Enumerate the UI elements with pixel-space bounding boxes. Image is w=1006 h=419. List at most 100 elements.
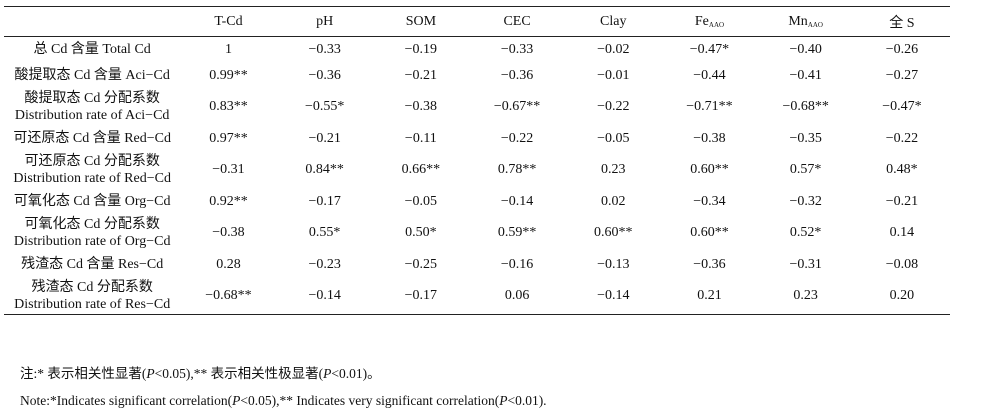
table-cell: −0.47* — [882, 99, 922, 114]
note-en-p-symbol-2: P — [499, 393, 508, 408]
row-label-secondary: Distribution rate of Org−Cd — [13, 234, 171, 249]
table-cell: −0.21 — [404, 67, 438, 83]
table-cell: 0.83** — [209, 99, 248, 114]
note-en-part-a: Note:*Indicates significant correlation( — [20, 393, 233, 408]
row-label: 残渣态 Cd 含量 Res−Cd — [4, 252, 180, 278]
table-row: 残渣态 Cd 分配系数 Distribution rate of Res−Cd −0… — [4, 277, 950, 315]
table-cell: 0.59** — [497, 225, 537, 240]
note-cn-p-symbol: P — [146, 366, 155, 381]
row-label-primary: 总 Cd 含量 Total Cd — [33, 42, 151, 58]
table-row: 可氧化态 Cd 含量 Org−Cd 0.92** −0.17 −0.05 −0.14 0.… — [4, 189, 950, 215]
note-en-part-b: <0.05),** Indicates very significant cor… — [240, 393, 500, 408]
table-cell: −0.67** — [493, 99, 541, 114]
table-cell: −0.33 — [500, 41, 534, 57]
header-label: Clay — [600, 13, 627, 29]
table-cell: −0.44 — [693, 67, 726, 83]
table-cell: 0.21 — [661, 277, 758, 315]
header-cell: CEC — [468, 6, 566, 37]
header-label: SOM — [405, 13, 437, 29]
table-cell: 0.20 — [853, 277, 950, 315]
header-cell: pH — [276, 6, 373, 37]
table-cell: −0.31 — [789, 256, 822, 272]
table-cell: 0.50* — [405, 225, 437, 240]
table-cell: 0.28 — [216, 256, 241, 272]
row-label: 可还原态 Cd 分配系数 Distribution rate of Red−Cd — [4, 152, 180, 189]
header-cell: T-Cd — [180, 6, 277, 37]
header-subscript: AAO — [708, 20, 725, 29]
table-cell: −0.17 — [372, 277, 469, 315]
table-cell: −0.11 — [404, 130, 437, 146]
table-cell: −0.22 — [500, 130, 534, 146]
table-cell: −0.36 — [693, 256, 726, 272]
table-cell: 0.14 — [889, 225, 915, 240]
correlation-table-container: T-Cd pH SOM CEC Clay FeAAO MnAAO 全 S 总 Cd 含量 To… — [4, 6, 950, 315]
table-cell: −0.36 — [500, 67, 534, 83]
header-label: T-Cd — [214, 13, 243, 29]
table-cell: −0.21 — [885, 193, 919, 209]
table-cell: 0.48* — [886, 162, 918, 177]
table-cell: 0.55* — [308, 225, 341, 240]
header-cell: Clay — [565, 6, 662, 37]
table-cell: 1 — [224, 41, 232, 57]
table-cell: −0.01 — [597, 67, 630, 83]
table-cell: −0.22 — [597, 99, 630, 114]
note-cn-part-c: <0.01)。 — [331, 366, 381, 381]
table-body: 总 Cd 含量 Total Cd 1 −0.33 −0.19 −0.33 −0.02 −0.… — [4, 37, 950, 315]
header-label: Fe — [694, 13, 709, 29]
row-label-primary: 可氧化态 Cd 含量 Org−Cd — [13, 194, 171, 209]
table-notes: 注:* 表示相关性显著(P<0.05),** 表示相关性极显著(P<0.01)。… — [20, 360, 547, 414]
row-label: 可氧化态 Cd 含量 Org−Cd — [4, 189, 180, 215]
table-row: 酸提取态 Cd 含量 Aci−Cd 0.99** −0.36 −0.21 −0.36 −0… — [4, 63, 950, 89]
table-header: T-Cd pH SOM CEC Clay FeAAO MnAAO 全 S — [4, 6, 950, 37]
table-cell: 0.84** — [305, 162, 344, 177]
header-subscript: AAO — [807, 20, 823, 29]
table-cell: −0.68** — [782, 99, 829, 114]
table-cell: 0.66** — [401, 162, 441, 177]
table-cell: −0.26 — [885, 41, 919, 57]
row-label: 酸提取态 Cd 含量 Aci−Cd — [4, 63, 180, 89]
row-label-primary: 可还原态 Cd 分配系数 — [24, 154, 160, 169]
table-cell: 0.57* — [789, 162, 822, 177]
header-label: 全 S — [889, 15, 915, 31]
row-label-primary: 可氧化态 Cd 分配系数 — [24, 217, 160, 232]
table-cell: −0.33 — [308, 41, 341, 57]
table-cell: 0.78** — [497, 162, 537, 177]
note-english: Note:*Indicates significant correlation(… — [20, 387, 547, 414]
table-cell: −0.22 — [885, 130, 919, 146]
note-cn-part-b: <0.05),** 表示相关性极显著( — [154, 366, 324, 381]
table-cell: −0.38 — [693, 130, 726, 146]
table-cell: −0.16 — [500, 256, 534, 272]
table-row: 可还原态 Cd 分配系数 Distribution rate of Red−Cd −… — [4, 152, 950, 189]
note-cn-part-a: 注:* 表示相关性显著( — [20, 366, 147, 381]
row-label: 酸提取态 Cd 分配系数 Distribution rate of Aci−Cd — [4, 89, 180, 126]
row-label: 残渣态 Cd 分配系数 Distribution rate of Res−Cd — [4, 277, 181, 315]
table-cell: 0.02 — [601, 193, 626, 209]
table-cell: −0.25 — [404, 256, 438, 272]
table-cell: −0.14 — [565, 277, 662, 315]
header-cell: FeAAO — [661, 6, 758, 37]
note-chinese: 注:* 表示相关性显著(P<0.05),** 表示相关性极显著(P<0.01)。 — [20, 360, 547, 387]
header-label: Mn — [788, 13, 808, 29]
row-label-primary: 残渣态 Cd 含量 Res−Cd — [21, 257, 164, 272]
table-cell: −0.27 — [885, 67, 919, 83]
header-cell: 全 S — [853, 6, 950, 37]
header-label: pH — [316, 13, 334, 29]
table-cell: 0.23 — [757, 277, 854, 315]
table-cell: −0.14 — [500, 193, 534, 209]
row-label-primary: 残渣态 Cd 分配系数 — [31, 279, 153, 295]
table-cell: −0.14 — [276, 277, 373, 315]
row-label: 可还原态 Cd 含量 Red−Cd — [4, 126, 180, 152]
note-en-part-c: <0.01). — [507, 393, 547, 408]
table-cell: −0.32 — [789, 193, 822, 209]
table-cell: −0.41 — [789, 67, 822, 83]
header-label: CEC — [503, 13, 531, 29]
table-cell: 0.06 — [468, 277, 566, 315]
header-cell-blank — [4, 6, 181, 37]
table-cell: −0.38 — [212, 225, 245, 240]
table-row: 残渣态 Cd 含量 Res−Cd 0.28 −0.23 −0.25 −0.16 −0.13… — [4, 252, 950, 278]
table-cell: −0.47* — [689, 41, 730, 57]
table-cell: −0.38 — [404, 99, 438, 114]
table-cell: −0.55* — [304, 99, 345, 114]
row-label: 可氧化态 Cd 分配系数 Distribution rate of Org−Cd — [4, 215, 180, 252]
note-cn-p-symbol-2: P — [323, 366, 332, 381]
